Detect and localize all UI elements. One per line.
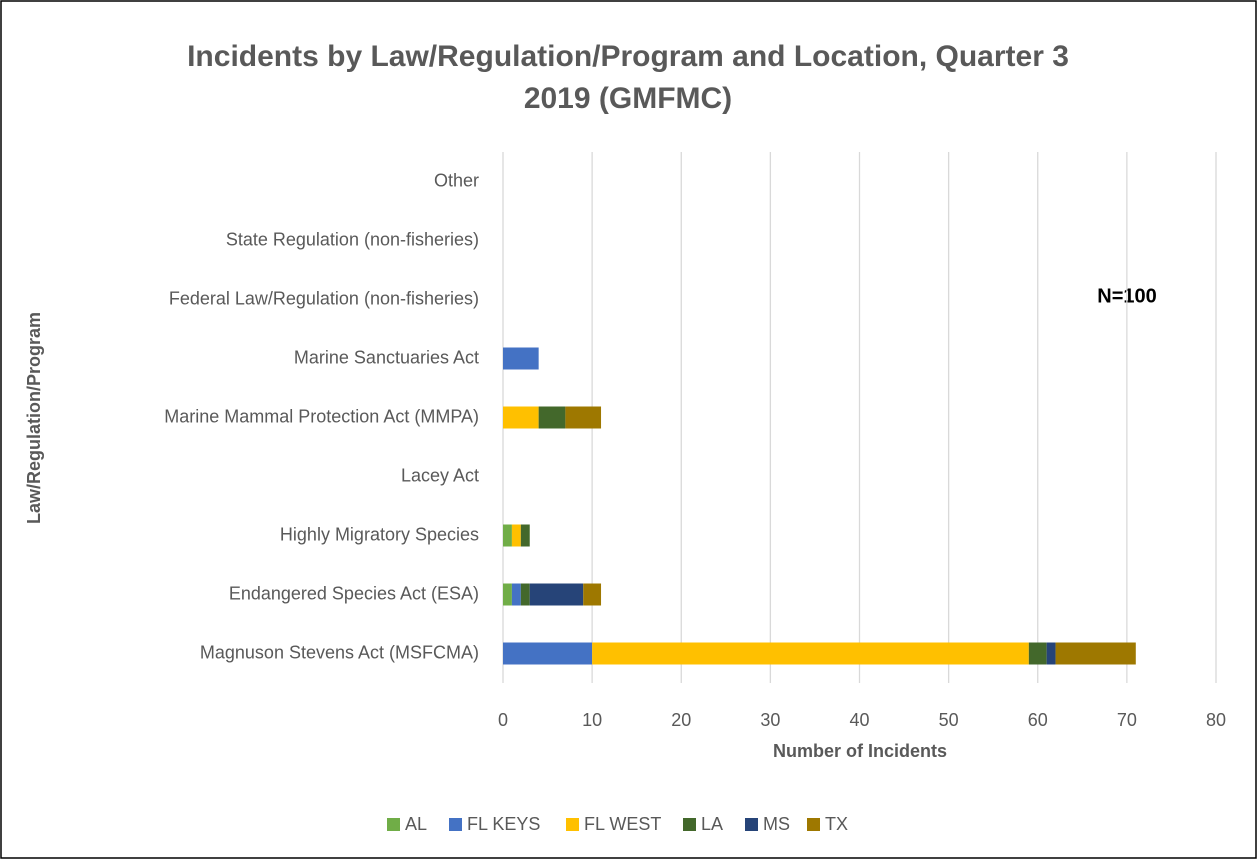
bar-segment	[503, 406, 539, 429]
x-tick-label: 30	[760, 710, 780, 730]
y-tick-label: Other	[434, 170, 479, 190]
legend-label: MS	[763, 814, 790, 834]
x-tick-label: 20	[671, 710, 691, 730]
legend-label: LA	[701, 814, 723, 834]
x-tick-label: 10	[582, 710, 602, 730]
y-tick-label: Highly Migratory Species	[280, 524, 479, 544]
legend-label: TX	[825, 814, 848, 834]
legend-swatch	[566, 818, 579, 831]
legend-label: FL WEST	[584, 814, 661, 834]
x-tick-label: 40	[849, 710, 869, 730]
bar-segment	[511, 583, 521, 606]
x-tick-label: 70	[1117, 710, 1137, 730]
y-tick-label: Marine Mammal Protection Act (MMPA)	[164, 406, 479, 426]
bar-segment	[520, 524, 530, 547]
bar-segment	[592, 642, 1029, 665]
x-tick-label: 0	[498, 710, 508, 730]
chart-title: 2019 (GMFMC)	[524, 82, 732, 115]
bar-segment	[503, 583, 512, 606]
legend-swatch	[387, 818, 400, 831]
bar-segment	[583, 583, 602, 606]
x-tick-label: 80	[1206, 710, 1226, 730]
bar-segment	[1028, 642, 1047, 665]
x-tick-label: 50	[939, 710, 959, 730]
y-tick-label: Marine Sanctuaries Act	[294, 347, 479, 367]
bar-segment	[503, 524, 512, 547]
bars: Magnuson Stevens Act (MSFCMA) Endangered …	[164, 170, 1136, 665]
y-tick-label: Magnuson Stevens Act (MSFCMA)	[200, 642, 479, 662]
bar-segment	[529, 583, 584, 606]
chart-title: Incidents by Law/Regulation/Program and …	[187, 40, 1069, 73]
y-tick-label: Federal Law/Regulation (non-fisheries)	[169, 288, 479, 308]
y-tick-label: Endangered Species Act (ESA)	[229, 583, 479, 603]
y-axis-label: Law/Regulation/Program	[24, 312, 44, 524]
x-axis-label: Number of Incidents	[773, 741, 947, 761]
y-tick-label: State Regulation (non-fisheries)	[226, 229, 479, 249]
bar-segment	[503, 347, 539, 370]
legend: AL FL KEYS FL WEST LA MS TX	[387, 814, 848, 834]
bar-segment	[511, 524, 521, 547]
bar-segment	[538, 406, 566, 429]
bar-segment	[565, 406, 602, 429]
x-tick-label: 60	[1028, 710, 1048, 730]
legend-label: AL	[405, 814, 427, 834]
grid: 0 10 20 30 40 50 60 70 80	[498, 152, 1226, 730]
bar-segment	[1055, 642, 1136, 665]
bar-segment	[1046, 642, 1056, 665]
y-tick-label: Lacey Act	[401, 465, 479, 485]
legend-swatch	[807, 818, 820, 831]
legend-swatch	[449, 818, 462, 831]
legend-swatch	[683, 818, 696, 831]
legend-label: FL KEYS	[467, 814, 540, 834]
legend-swatch	[745, 818, 758, 831]
bar-segment	[503, 642, 593, 665]
bar-segment	[520, 583, 530, 606]
